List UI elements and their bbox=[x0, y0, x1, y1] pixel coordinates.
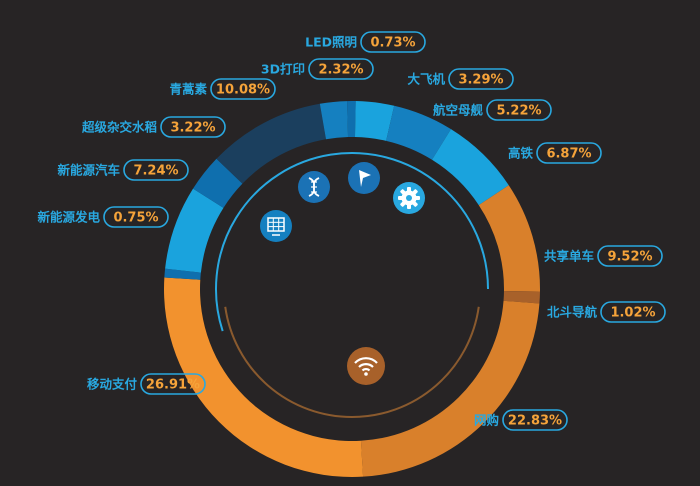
slice-name-7: 网购 bbox=[474, 413, 499, 428]
slice-8 bbox=[164, 277, 364, 477]
slice-6 bbox=[503, 291, 540, 304]
slice-name-2: 大飞机 bbox=[407, 72, 445, 87]
solar-panel-icon bbox=[260, 210, 292, 242]
slice-value-6: 1.02% bbox=[610, 306, 655, 321]
slice-name-10: 新能源汽车 bbox=[57, 163, 120, 178]
value-pill-13 bbox=[308, 58, 374, 80]
slice-value-4: 6.87% bbox=[546, 147, 591, 162]
donut-segments bbox=[164, 101, 540, 477]
value-pill-9 bbox=[103, 206, 169, 228]
slice-label-8: 移动支付 26.91% bbox=[87, 373, 206, 395]
value-pill-5 bbox=[597, 245, 663, 267]
slice-name-9: 新能源发电 bbox=[37, 210, 100, 225]
slice-label-5: 共享单车 9.52% bbox=[544, 245, 663, 267]
value-pill-4 bbox=[536, 142, 602, 164]
slice-name-4: 高铁 bbox=[508, 146, 534, 161]
slice-label-7: 网购 22.83% bbox=[474, 409, 568, 431]
slice-label-4: 高铁 6.87% bbox=[508, 142, 602, 164]
slice-13 bbox=[319, 101, 349, 140]
slice-name-12: 青蒿素 bbox=[169, 82, 207, 97]
value-pill-7 bbox=[502, 409, 568, 431]
wifi-icon bbox=[347, 347, 385, 385]
slice-name-6: 北斗导航 bbox=[547, 305, 598, 320]
slice-4 bbox=[432, 129, 509, 206]
slice-value-12: 10.08% bbox=[216, 83, 270, 98]
value-pill-2 bbox=[448, 68, 514, 90]
slice-labels: LED照明 0.73% 大飞机 3.29% 航空母舰 5.22% 高铁 6.87% 共享单车 9.… bbox=[37, 31, 666, 431]
slice-label-2: 大飞机 3.29% bbox=[407, 68, 514, 90]
slice-3 bbox=[386, 105, 451, 160]
slice-2 bbox=[354, 101, 395, 141]
slice-label-11: 超级杂交水稻 3.22% bbox=[81, 116, 226, 138]
slice-name-5: 共享单车 bbox=[544, 249, 595, 264]
slice-1 bbox=[347, 101, 356, 138]
slice-7 bbox=[360, 300, 540, 477]
slice-5 bbox=[478, 185, 540, 292]
slice-value-2: 3.29% bbox=[458, 73, 503, 88]
value-pill-1 bbox=[360, 31, 426, 53]
slice-12 bbox=[216, 103, 326, 184]
slice-name-11: 超级杂交水稻 bbox=[81, 120, 158, 135]
slice-10 bbox=[165, 188, 224, 273]
slice-name-3: 航空母舰 bbox=[433, 103, 484, 118]
slice-value-7: 22.83% bbox=[508, 414, 562, 429]
slice-9 bbox=[164, 268, 201, 280]
slice-value-8: 26.91% bbox=[146, 378, 200, 393]
value-pill-6 bbox=[600, 301, 666, 323]
value-pill-3 bbox=[486, 99, 552, 121]
slice-value-11: 3.22% bbox=[170, 121, 215, 136]
slice-label-9: 新能源发电 0.75% bbox=[37, 206, 169, 228]
inner-rings bbox=[215, 152, 489, 418]
dna-icon bbox=[298, 171, 330, 203]
slice-value-13: 2.32% bbox=[318, 63, 363, 78]
value-pill-11 bbox=[160, 116, 226, 138]
value-pill-10 bbox=[123, 159, 189, 181]
arrow-icon bbox=[348, 162, 380, 194]
inner-arc-life bbox=[224, 306, 480, 418]
slice-name-8: 移动支付 bbox=[87, 377, 138, 392]
gear-icon bbox=[393, 182, 425, 214]
slice-value-10: 7.24% bbox=[133, 164, 178, 179]
slice-label-12: 青蒿素 10.08% bbox=[169, 78, 276, 100]
slice-value-9: 0.75% bbox=[113, 211, 158, 226]
value-pill-8 bbox=[140, 373, 206, 395]
slice-name-1: LED照明 bbox=[305, 35, 357, 50]
slice-label-10: 新能源汽车 7.24% bbox=[57, 159, 189, 181]
inner-arc-tech bbox=[215, 152, 489, 332]
slice-label-1: LED照明 0.73% bbox=[305, 31, 426, 53]
slice-value-3: 5.22% bbox=[496, 104, 541, 119]
slice-label-3: 航空母舰 5.22% bbox=[433, 99, 552, 121]
slice-11 bbox=[193, 158, 243, 208]
slice-value-5: 9.52% bbox=[607, 250, 652, 265]
slice-name-13: 3D打印 bbox=[261, 62, 305, 77]
slice-label-13: 3D打印 2.32% bbox=[261, 58, 374, 80]
inner-icons bbox=[260, 162, 425, 385]
slice-label-6: 北斗导航 1.02% bbox=[547, 301, 666, 323]
value-pill-12 bbox=[210, 78, 276, 100]
slice-value-1: 0.73% bbox=[370, 36, 415, 51]
